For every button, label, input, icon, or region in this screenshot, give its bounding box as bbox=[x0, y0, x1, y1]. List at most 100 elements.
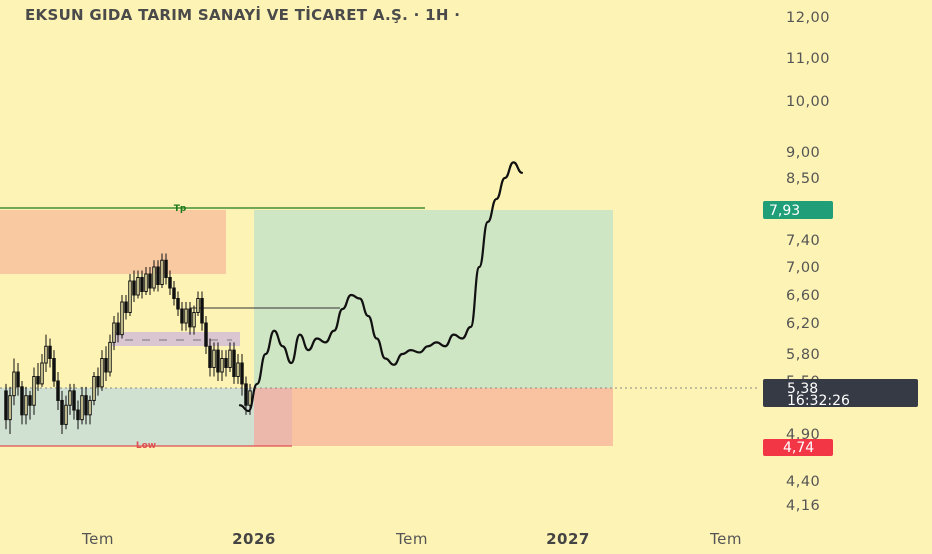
candle[interactable] bbox=[176, 298, 180, 310]
price-tick-label: 8,50 bbox=[786, 171, 820, 187]
candle[interactable] bbox=[224, 358, 228, 368]
candle[interactable] bbox=[64, 404, 68, 425]
price-axis[interactable]: 12,00 11,00 10,00 9,00 8,50 7,40 7,00 6,60 6,20 5… bbox=[786, 10, 830, 514]
candle[interactable] bbox=[20, 386, 24, 416]
low-price-badge: 4,74 bbox=[763, 439, 833, 456]
low-label: Low bbox=[136, 441, 156, 451]
price-tick-label: 4,16 bbox=[786, 498, 820, 514]
candle[interactable] bbox=[40, 362, 44, 385]
candle[interactable] bbox=[148, 273, 152, 289]
candle[interactable] bbox=[4, 390, 8, 421]
candle[interactable] bbox=[24, 395, 28, 416]
candle[interactable] bbox=[156, 266, 160, 285]
candle[interactable] bbox=[168, 277, 172, 289]
candle[interactable] bbox=[80, 395, 84, 421]
candle[interactable] bbox=[200, 298, 204, 324]
tp-label: Tp bbox=[174, 204, 187, 214]
candle[interactable] bbox=[236, 362, 240, 377]
candle[interactable] bbox=[160, 259, 164, 285]
candle[interactable] bbox=[208, 345, 212, 368]
current-price-value: 5,38 bbox=[787, 381, 818, 397]
candle[interactable] bbox=[192, 312, 196, 328]
candle[interactable] bbox=[140, 277, 144, 292]
price-tick-label: 7,00 bbox=[786, 260, 820, 276]
candle[interactable] bbox=[112, 322, 116, 343]
candle[interactable] bbox=[68, 390, 72, 406]
candle[interactable] bbox=[188, 308, 192, 328]
candle[interactable] bbox=[84, 395, 88, 416]
price-tick-label: 4,40 bbox=[786, 474, 820, 490]
candle[interactable] bbox=[48, 345, 52, 359]
candle[interactable] bbox=[96, 376, 100, 388]
chart-title: EKSUN GIDA TARIM SANAYİ VE TİCARET A.Ş. … bbox=[25, 5, 460, 24]
candle[interactable] bbox=[212, 349, 216, 368]
candle[interactable] bbox=[216, 349, 220, 373]
bar-countdown: 16:32:26 bbox=[787, 393, 850, 409]
candle[interactable] bbox=[196, 298, 200, 313]
candle[interactable] bbox=[100, 358, 104, 388]
candle[interactable] bbox=[180, 308, 184, 324]
candle[interactable] bbox=[244, 383, 248, 406]
candle[interactable] bbox=[204, 322, 208, 347]
candle[interactable] bbox=[60, 399, 64, 425]
price-tick-label: 9,00 bbox=[786, 145, 820, 161]
candle[interactable] bbox=[120, 301, 124, 336]
candle[interactable] bbox=[144, 273, 148, 292]
demand-zone[interactable] bbox=[0, 388, 292, 446]
time-tick-label: Tem bbox=[81, 530, 114, 548]
mid-zone[interactable] bbox=[112, 332, 240, 346]
candle[interactable] bbox=[8, 395, 12, 421]
loss-zone[interactable] bbox=[254, 388, 613, 446]
candle[interactable] bbox=[240, 362, 244, 385]
candle[interactable] bbox=[36, 376, 40, 385]
loss-zone-overlap bbox=[254, 388, 292, 446]
time-tick-label: Tem bbox=[395, 530, 428, 548]
profit-zone[interactable] bbox=[254, 210, 613, 388]
candle[interactable] bbox=[248, 390, 252, 406]
candle[interactable] bbox=[88, 399, 92, 416]
candle[interactable] bbox=[104, 358, 108, 373]
candle[interactable] bbox=[132, 280, 136, 296]
candle[interactable] bbox=[164, 259, 168, 278]
candle[interactable] bbox=[124, 301, 128, 313]
price-tick-label: 5,80 bbox=[786, 347, 820, 363]
candle[interactable] bbox=[56, 380, 60, 401]
candle[interactable] bbox=[184, 308, 188, 324]
candle[interactable] bbox=[16, 371, 20, 388]
time-axis[interactable]: Tem 2026 Tem 2027 Tem bbox=[81, 530, 742, 548]
candle[interactable] bbox=[116, 322, 120, 336]
price-tick-label: 6,20 bbox=[786, 316, 820, 332]
candle[interactable] bbox=[220, 358, 224, 373]
current-price-badge: 5,38 16:32:26 bbox=[763, 379, 918, 409]
price-tick-label: 6,60 bbox=[786, 288, 820, 304]
price-tick-label: 11,00 bbox=[786, 51, 830, 67]
low-price-value: 4,74 bbox=[783, 440, 814, 456]
time-tick-label: 2026 bbox=[232, 530, 276, 548]
price-tick-label: 12,00 bbox=[786, 10, 830, 26]
projection-path[interactable] bbox=[238, 161, 524, 413]
candle[interactable] bbox=[76, 409, 80, 421]
tp-price-badge: 7,93 bbox=[763, 201, 833, 219]
candle[interactable] bbox=[172, 287, 176, 299]
candle[interactable] bbox=[32, 376, 36, 406]
candle[interactable] bbox=[44, 345, 48, 364]
time-tick-label: 2027 bbox=[546, 530, 590, 548]
candle[interactable] bbox=[152, 266, 156, 289]
candle[interactable] bbox=[136, 277, 140, 296]
candle[interactable] bbox=[28, 395, 32, 406]
candle[interactable] bbox=[128, 280, 132, 313]
candle[interactable] bbox=[232, 349, 236, 377]
candle[interactable] bbox=[52, 358, 56, 382]
candle[interactable] bbox=[12, 371, 16, 397]
tp-price-value: 7,93 bbox=[769, 203, 800, 219]
candle[interactable] bbox=[228, 349, 232, 368]
time-tick-label: Tem bbox=[709, 530, 742, 548]
candle[interactable] bbox=[92, 376, 96, 401]
price-tick-label: 10,00 bbox=[786, 94, 830, 110]
candle[interactable] bbox=[108, 341, 112, 373]
candlestick-series bbox=[4, 253, 252, 434]
candle[interactable] bbox=[72, 390, 76, 411]
supply-zone[interactable] bbox=[0, 210, 226, 274]
